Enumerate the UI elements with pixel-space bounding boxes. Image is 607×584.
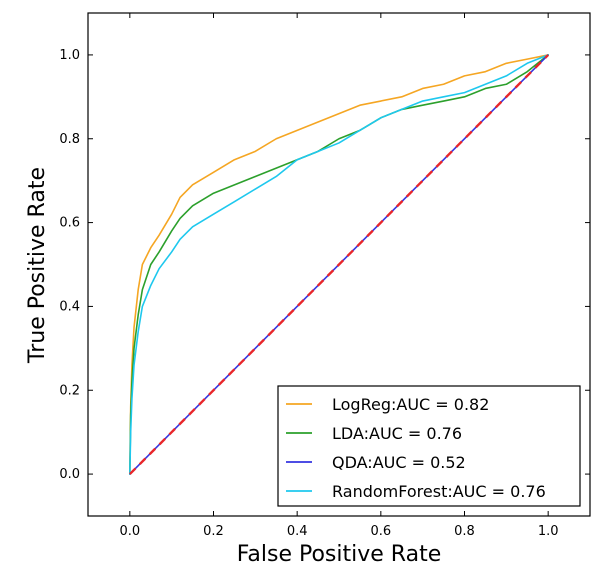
x-tick-label: 0.8 <box>454 524 475 539</box>
x-tick-label: 1.0 <box>538 524 559 539</box>
legend-label-2: QDA:AUC = 0.52 <box>332 453 466 472</box>
legend: LogReg:AUC = 0.82 LDA:AUC = 0.76 QDA:AUC =… <box>277 385 581 507</box>
x-axis-ticks: 0.0 0.2 0.4 0.6 0.8 1.0 <box>119 13 559 539</box>
x-axis-title: False Positive Rate <box>237 542 441 567</box>
y-tick-label: 1.0 <box>59 48 80 63</box>
legend-label-0: LogReg:AUC = 0.82 <box>332 395 489 414</box>
legend-box <box>277 385 581 507</box>
x-tick-label: 0.0 <box>119 524 140 539</box>
y-tick-label: 0.6 <box>59 216 80 231</box>
y-tick-label: 0.4 <box>59 299 80 314</box>
y-axis-ticks: 0.0 0.2 0.4 0.6 0.8 1.0 <box>59 48 590 482</box>
plot-lines <box>128 54 550 475</box>
legend-label-3: RandomForest:AUC = 0.76 <box>332 482 546 501</box>
x-tick-label: 0.4 <box>287 524 308 539</box>
x-tick-label: 0.2 <box>203 524 224 539</box>
legend-label-1: LDA:AUC = 0.76 <box>332 424 462 443</box>
random-guess-reference-line <box>128 54 550 475</box>
roc-series-line-3 <box>129 54 549 475</box>
roc-series-line-1 <box>129 54 549 475</box>
x-tick-label: 0.6 <box>370 524 391 539</box>
roc-series-line-0 <box>129 54 549 475</box>
y-axis-title: True Positive Rate <box>25 167 50 364</box>
plot-frame <box>87 12 591 517</box>
y-tick-label: 0.8 <box>59 132 80 147</box>
legend-items: LogReg:AUC = 0.82 LDA:AUC = 0.76 QDA:AUC =… <box>286 395 546 501</box>
y-tick-label: 0.0 <box>59 467 80 482</box>
y-tick-label: 0.2 <box>59 383 80 398</box>
